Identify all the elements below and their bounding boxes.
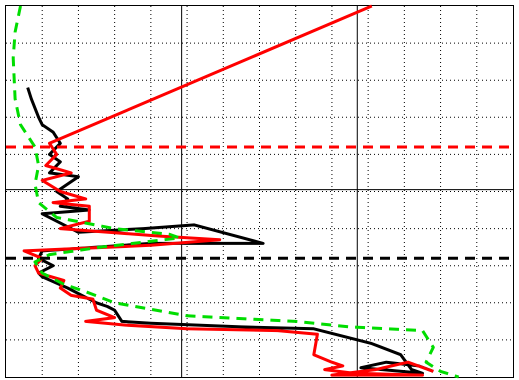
grid — [6, 6, 513, 377]
series-group — [6, 4, 513, 379]
series-line-1 — [26, 87, 434, 375]
plot-frame — [5, 5, 514, 378]
